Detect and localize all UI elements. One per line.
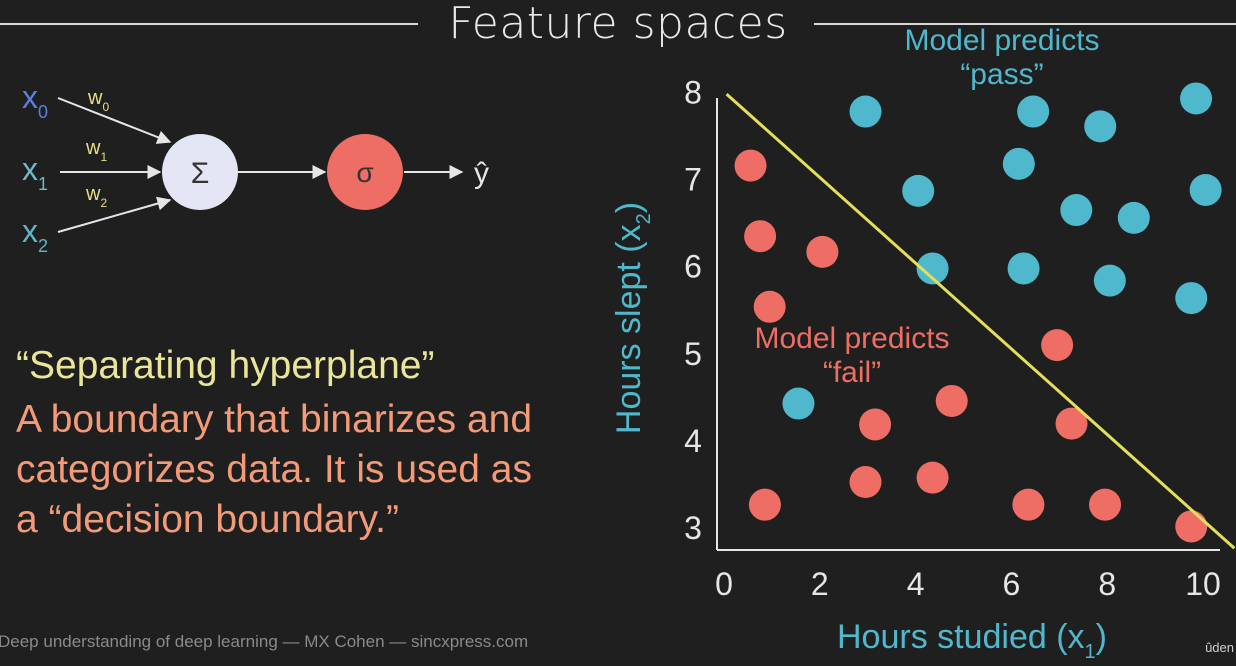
activation-node xyxy=(327,134,403,210)
x-tick-label: 10 xyxy=(1185,566,1221,602)
input-x1: x1 xyxy=(22,151,48,194)
neuron-diagram: Σ σ ŷ x0 x1 x2 w0 w1 w2 xyxy=(22,79,489,256)
y-tick-label: 3 xyxy=(684,510,702,546)
corner-watermark: ûden xyxy=(1205,640,1234,655)
title-rule-left xyxy=(0,23,418,25)
footer-credit: Deep understanding of deep learning — MX… xyxy=(0,632,529,651)
activation-symbol: σ xyxy=(356,157,373,188)
y-axis-label: Hours slept (x2) xyxy=(610,202,655,434)
description-line-1: A boundary that binarizes and xyxy=(16,398,533,441)
y-tick-label: 6 xyxy=(684,249,702,285)
fail-point xyxy=(744,220,777,253)
pass-point xyxy=(1180,82,1213,115)
pass-point xyxy=(1093,264,1126,297)
pass-point xyxy=(1175,282,1208,315)
x-axis-label: Hours studied (x1) xyxy=(837,618,1107,663)
fail-point xyxy=(1041,329,1074,362)
weight-w1: w1 xyxy=(85,137,107,164)
title-rule-right xyxy=(814,23,1236,25)
sum-symbol: Σ xyxy=(191,157,210,190)
edge-x0-sum xyxy=(57,97,172,144)
y-tick-label: 4 xyxy=(684,423,702,459)
pass-point xyxy=(916,252,949,285)
edge-x2-sum xyxy=(57,196,172,233)
x-tick-label: 4 xyxy=(907,566,925,602)
fail-annotation: Model predicts xyxy=(754,322,949,355)
pass-annotation: “pass” xyxy=(960,58,1043,91)
fail-point xyxy=(1175,510,1208,543)
pass-annotation: Model predicts xyxy=(904,24,1099,57)
description-line-2: categorizes data. It is used as xyxy=(16,448,532,491)
pass-point xyxy=(1084,110,1117,143)
pass-point xyxy=(849,95,882,128)
input-x0: x0 xyxy=(22,79,48,122)
fail-point xyxy=(916,461,949,494)
pass-point xyxy=(1189,173,1222,206)
input-x2: x2 xyxy=(22,213,48,256)
weight-w2: w2 xyxy=(85,183,107,210)
y-tick-label: 7 xyxy=(684,162,702,198)
y-tick-label: 5 xyxy=(684,336,702,372)
pass-point xyxy=(1017,95,1050,128)
fail-point xyxy=(859,408,892,441)
pass-point xyxy=(902,174,935,207)
fail-point xyxy=(734,149,767,182)
slide-title: Feature spaces xyxy=(448,0,788,49)
fail-point xyxy=(1012,488,1045,521)
x-tick-label: 6 xyxy=(1003,566,1021,602)
pass-point xyxy=(1007,252,1040,285)
fail-point xyxy=(1055,407,1088,440)
description-line-3: a “decision boundary.” xyxy=(16,498,399,541)
decision-boundary-line xyxy=(725,92,1236,550)
x-tick-label: 8 xyxy=(1098,566,1116,602)
sum-node xyxy=(162,134,238,210)
weight-w0: w0 xyxy=(87,87,109,114)
fail-point xyxy=(1089,488,1122,521)
fail-point xyxy=(806,235,839,268)
output-label: ŷ xyxy=(474,157,489,190)
fail-annotation: “fail” xyxy=(823,356,881,389)
pass-point xyxy=(1060,194,1093,227)
x-tick-label: 0 xyxy=(715,566,733,602)
fail-point xyxy=(748,488,781,521)
y-tick-label: 8 xyxy=(684,74,702,110)
pass-point xyxy=(1002,147,1035,180)
fail-point xyxy=(753,290,786,323)
pass-point xyxy=(1117,201,1150,234)
x-tick-label: 2 xyxy=(811,566,829,602)
pass-point xyxy=(782,387,815,420)
hyperplane-quote: “Separating hyperplane” xyxy=(16,344,435,387)
fail-point xyxy=(935,384,968,417)
fail-point xyxy=(849,466,882,499)
